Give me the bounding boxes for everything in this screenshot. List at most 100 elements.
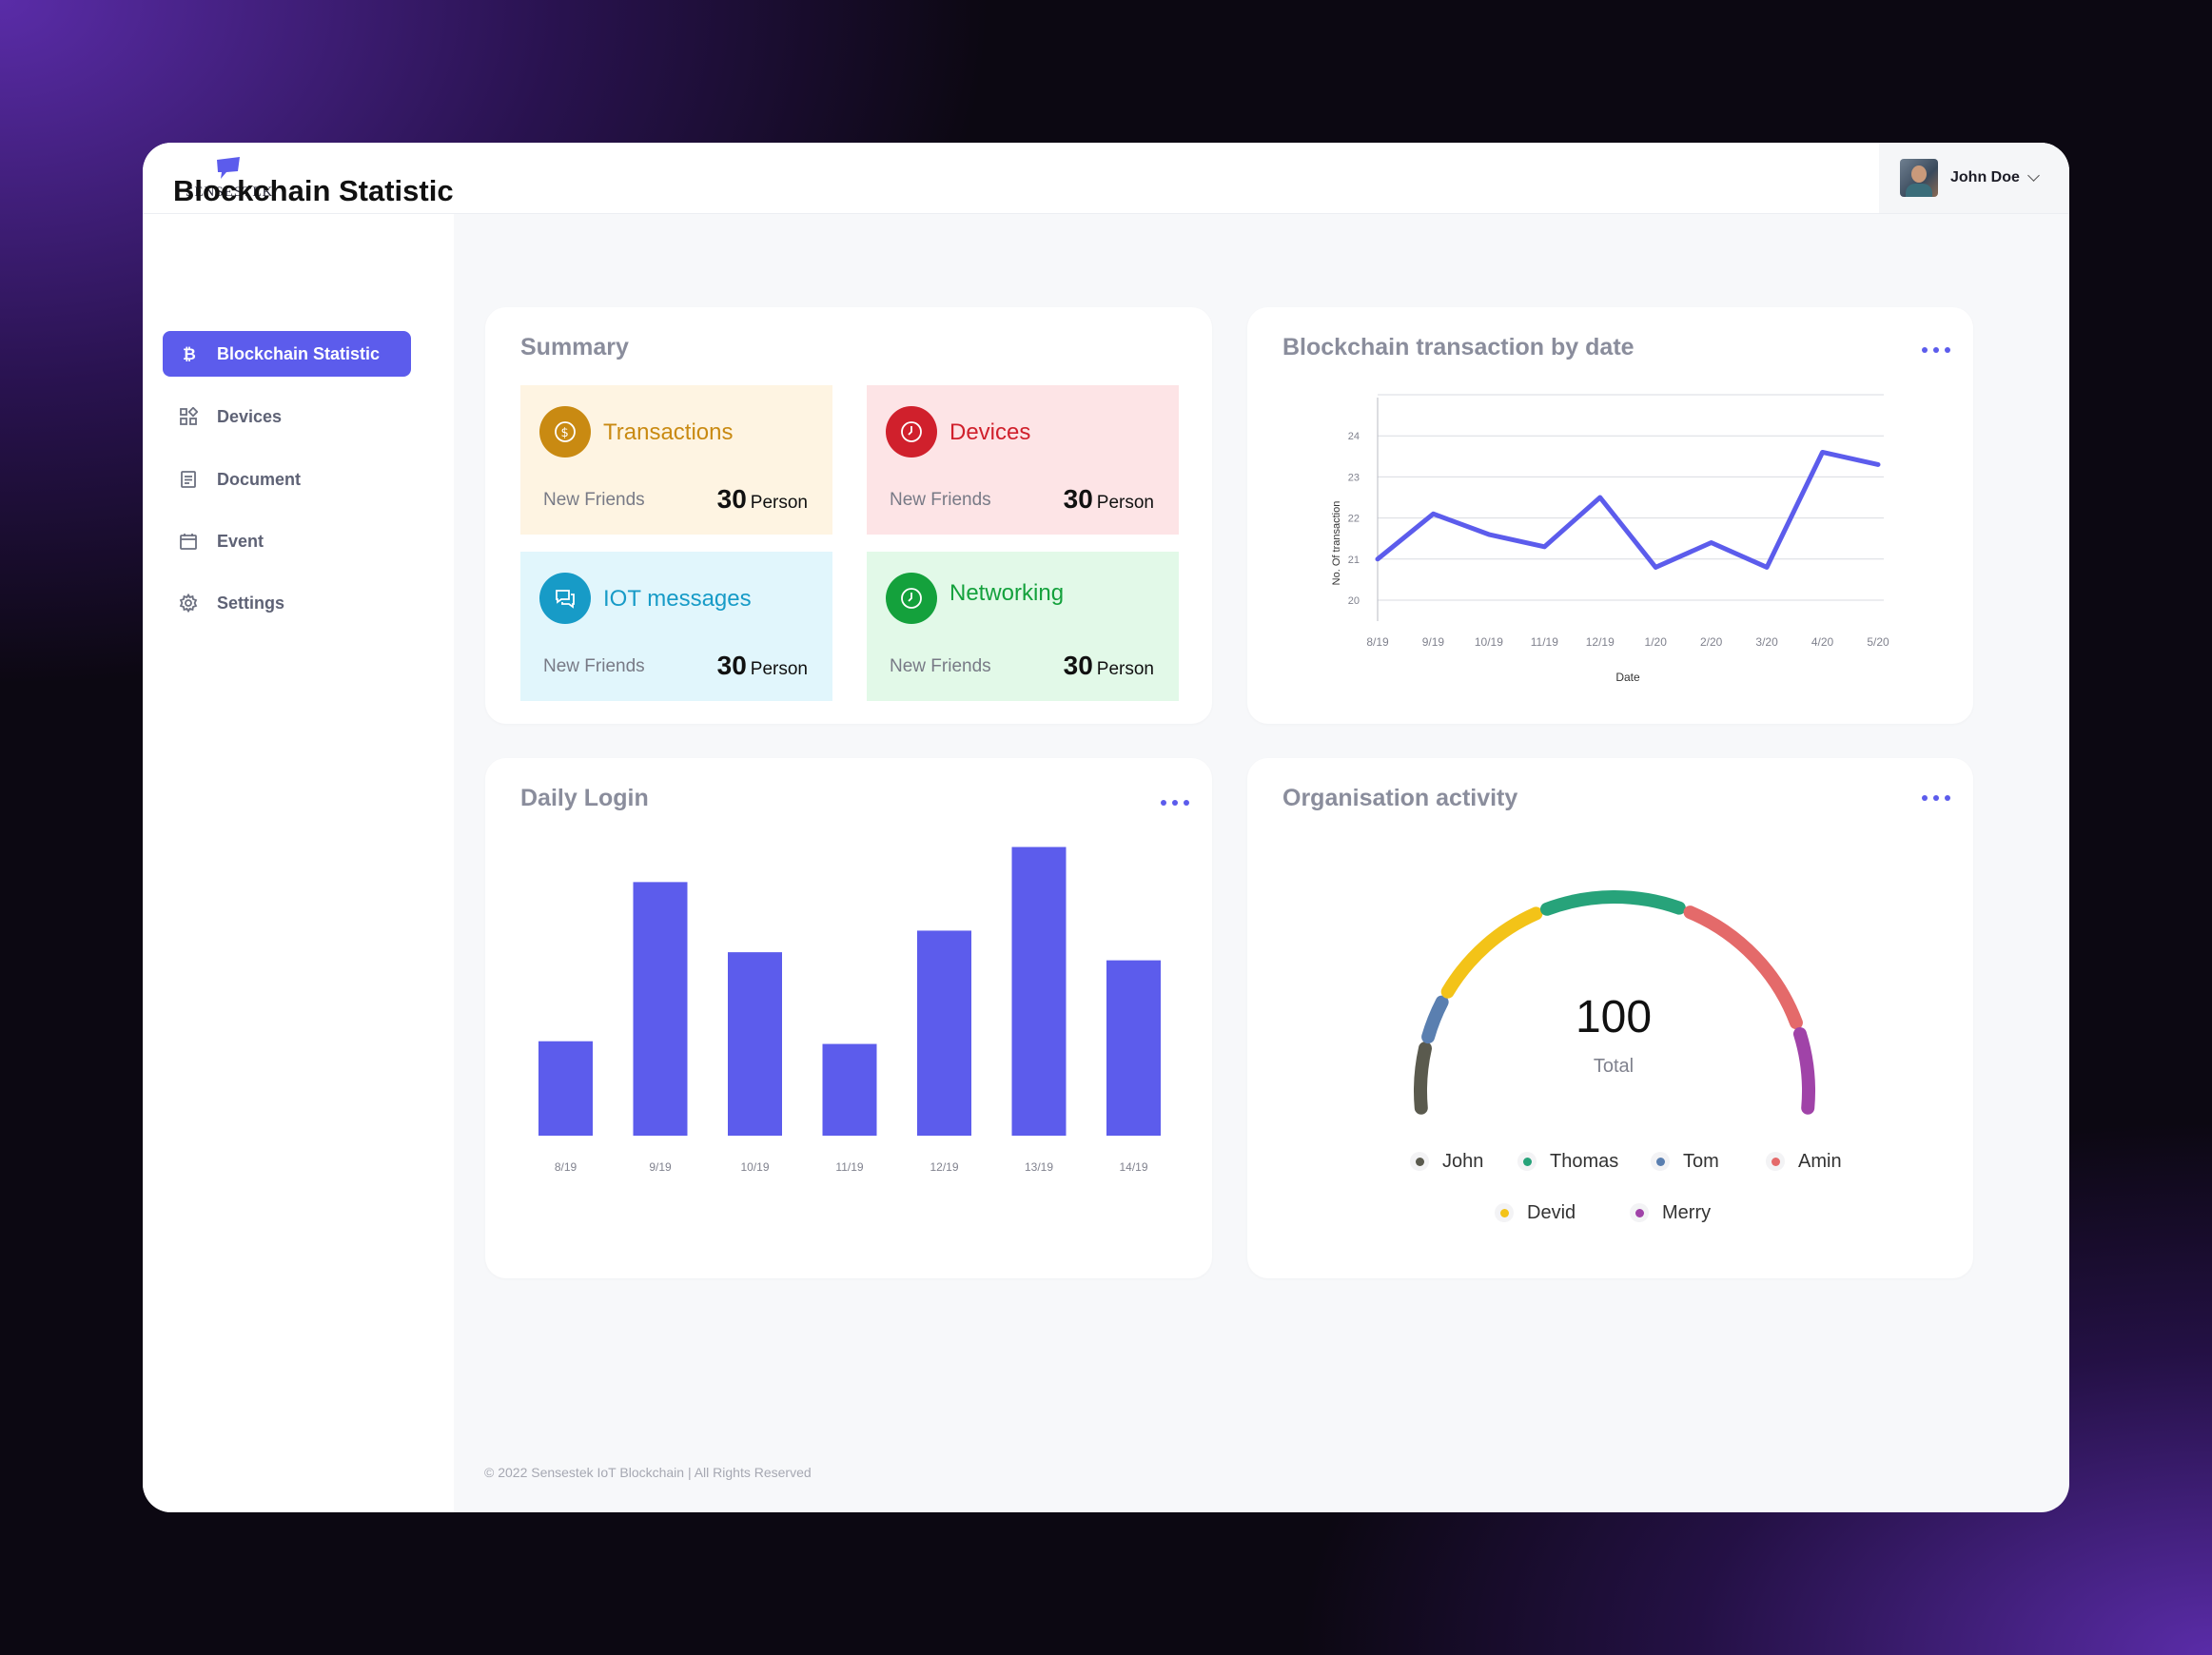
legend-swatch xyxy=(1517,1152,1537,1171)
calendar-icon xyxy=(179,532,198,551)
sidebar-item-label: Blockchain Statistic xyxy=(217,343,381,363)
sidebar-item-document[interactable]: Document xyxy=(163,457,411,502)
x-tick-label: 3/20 xyxy=(1755,635,1778,649)
sidebar-item-blockchain-statistic[interactable]: ₿ Blockchain Statistic xyxy=(163,331,411,377)
legend-item[interactable]: Devid xyxy=(1495,1196,1576,1230)
more-options-icon[interactable] xyxy=(1161,800,1189,808)
user-name: John Doe xyxy=(1950,169,2020,185)
y-axis-label: No. Of transaction xyxy=(1331,501,1342,586)
dollar-icon: $ xyxy=(539,406,591,458)
y-tick-label: 22 xyxy=(1348,514,1360,525)
tile-subtitle: New Friends xyxy=(890,656,991,676)
x-tick-label: 13/19 xyxy=(1025,1160,1053,1174)
tile-unit: Person xyxy=(750,493,808,513)
chat-icon xyxy=(539,573,591,624)
tile-value: 30 Person xyxy=(717,651,808,681)
x-tick-label: 2/20 xyxy=(1700,635,1723,649)
y-tick-label: 20 xyxy=(1348,595,1360,607)
sidebar-item-settings[interactable]: Settings xyxy=(163,580,411,626)
footer-copyright: © 2022 Sensestek IoT Blockchain | All Ri… xyxy=(484,1465,812,1480)
tile-name: Networking xyxy=(949,580,1065,606)
x-tick-label: 10/19 xyxy=(740,1160,769,1174)
clock-icon xyxy=(886,406,937,458)
legend-item[interactable]: Merry xyxy=(1630,1196,1711,1230)
x-tick-label: 9/19 xyxy=(649,1160,672,1174)
bitcoin-icon: ₿ xyxy=(179,344,198,363)
legend-item[interactable]: Thomas xyxy=(1517,1144,1618,1178)
gauge-segment xyxy=(1540,890,1686,916)
more-options-icon[interactable] xyxy=(1922,347,1950,355)
gauge-segment xyxy=(1421,995,1449,1044)
logo-mark-icon xyxy=(217,157,240,179)
gear-icon xyxy=(179,594,198,613)
x-tick-label: 1/20 xyxy=(1645,635,1668,649)
sidebar-item-event[interactable]: Event xyxy=(163,518,411,564)
summary-tile-transactions[interactable]: $ Transactions New Friends 30 Person xyxy=(520,385,832,535)
summary-tile-networking[interactable]: Networking New Friends 30 Person xyxy=(867,552,1179,701)
legend-label: John xyxy=(1442,1150,1484,1172)
x-tick-label: 9/19 xyxy=(1422,635,1445,649)
legend-swatch xyxy=(1651,1152,1670,1171)
x-tick-label: 11/19 xyxy=(1531,635,1558,649)
summary-tile-iot-messages[interactable]: IOT messages New Friends 30 Person xyxy=(520,552,832,701)
sidebar-item-devices[interactable]: Devices xyxy=(163,394,411,439)
top-bar: SENSESTEK John Doe xyxy=(143,143,2069,214)
tile-unit: Person xyxy=(1096,493,1154,513)
transaction-chart-card: Blockchain transaction by date 20 21 22 23 2… xyxy=(1247,307,1973,724)
gauge-segment xyxy=(1440,906,1543,999)
daily-login-bar-chart: 8/19 9/19 10/19 11/19 12/19 13/19 14/19 xyxy=(538,847,1161,1174)
grid-icon xyxy=(179,407,198,426)
gauge-segment xyxy=(1683,905,1803,1030)
tile-name: Devices xyxy=(949,419,1031,445)
x-tick-label: 12/19 xyxy=(930,1160,958,1174)
organisation-activity-card: Organisation activity 100 Total John Thom… xyxy=(1247,758,1973,1278)
legend-item[interactable]: Amin xyxy=(1766,1144,1842,1178)
svg-text:$: $ xyxy=(561,426,569,440)
summary-tile-devices[interactable]: Devices New Friends 30 Person xyxy=(867,385,1179,535)
legend-swatch xyxy=(1766,1152,1785,1171)
bar xyxy=(822,1043,877,1136)
card-title: Daily Login xyxy=(520,785,649,811)
legend-swatch xyxy=(1630,1203,1649,1222)
tile-value: 30 Person xyxy=(717,484,808,515)
bar xyxy=(633,882,688,1136)
sensestek-logo[interactable]: SENSESTEK xyxy=(186,156,272,204)
gauge-total-label: Total xyxy=(1593,1056,1635,1077)
bar xyxy=(917,930,971,1136)
document-icon xyxy=(179,470,198,489)
legend-label: Tom xyxy=(1683,1150,1719,1172)
bar xyxy=(1011,847,1067,1136)
sidebar-item-label: Devices xyxy=(217,406,283,426)
organisation-gauge-chart xyxy=(1414,890,1815,1115)
legend-swatch xyxy=(1495,1203,1514,1222)
x-tick-label: 11/19 xyxy=(835,1160,863,1174)
bar xyxy=(728,952,782,1136)
user-menu[interactable]: John Doe xyxy=(1879,143,2069,213)
more-options-icon[interactable] xyxy=(1922,795,1950,803)
gauge-segment xyxy=(1792,1026,1815,1115)
sidebar: ₿ Blockchain Statistic Devices Document xyxy=(143,214,454,1512)
series-line xyxy=(1375,449,1881,570)
legend-item[interactable]: Tom xyxy=(1651,1144,1719,1178)
x-axis-label: Date xyxy=(1615,671,1640,684)
tile-number: 30 xyxy=(716,651,747,680)
chevron-down-icon xyxy=(2027,169,2040,182)
tile-value: 30 Person xyxy=(1064,651,1154,681)
daily-login-card: Daily Login 8/19 9/19 10/19 11/19 12/19 13/19… xyxy=(485,758,1212,1278)
page-title: Blockchain Statistic xyxy=(173,174,454,207)
legend-label: Devid xyxy=(1527,1201,1576,1223)
card-title: Organisation activity xyxy=(1282,785,1518,811)
x-tick-label: 12/19 xyxy=(1586,635,1615,649)
bar xyxy=(1106,960,1161,1136)
legend-label: Merry xyxy=(1662,1201,1712,1223)
tile-subtitle: New Friends xyxy=(890,490,991,510)
legend-item[interactable]: John xyxy=(1410,1144,1483,1178)
legend-label: Thomas xyxy=(1550,1150,1619,1172)
transaction-line-chart: 20 21 22 23 24 8/19 9/19 10/19 11/19 12/19 1/20 2/2… xyxy=(1331,394,1889,684)
tile-unit: Person xyxy=(750,659,808,679)
sidebar-item-label: Document xyxy=(217,469,302,489)
tile-subtitle: New Friends xyxy=(543,656,645,676)
tile-subtitle: New Friends xyxy=(543,490,645,510)
x-tick-label: 8/19 xyxy=(555,1160,577,1174)
sidebar-item-label: Event xyxy=(217,531,264,551)
